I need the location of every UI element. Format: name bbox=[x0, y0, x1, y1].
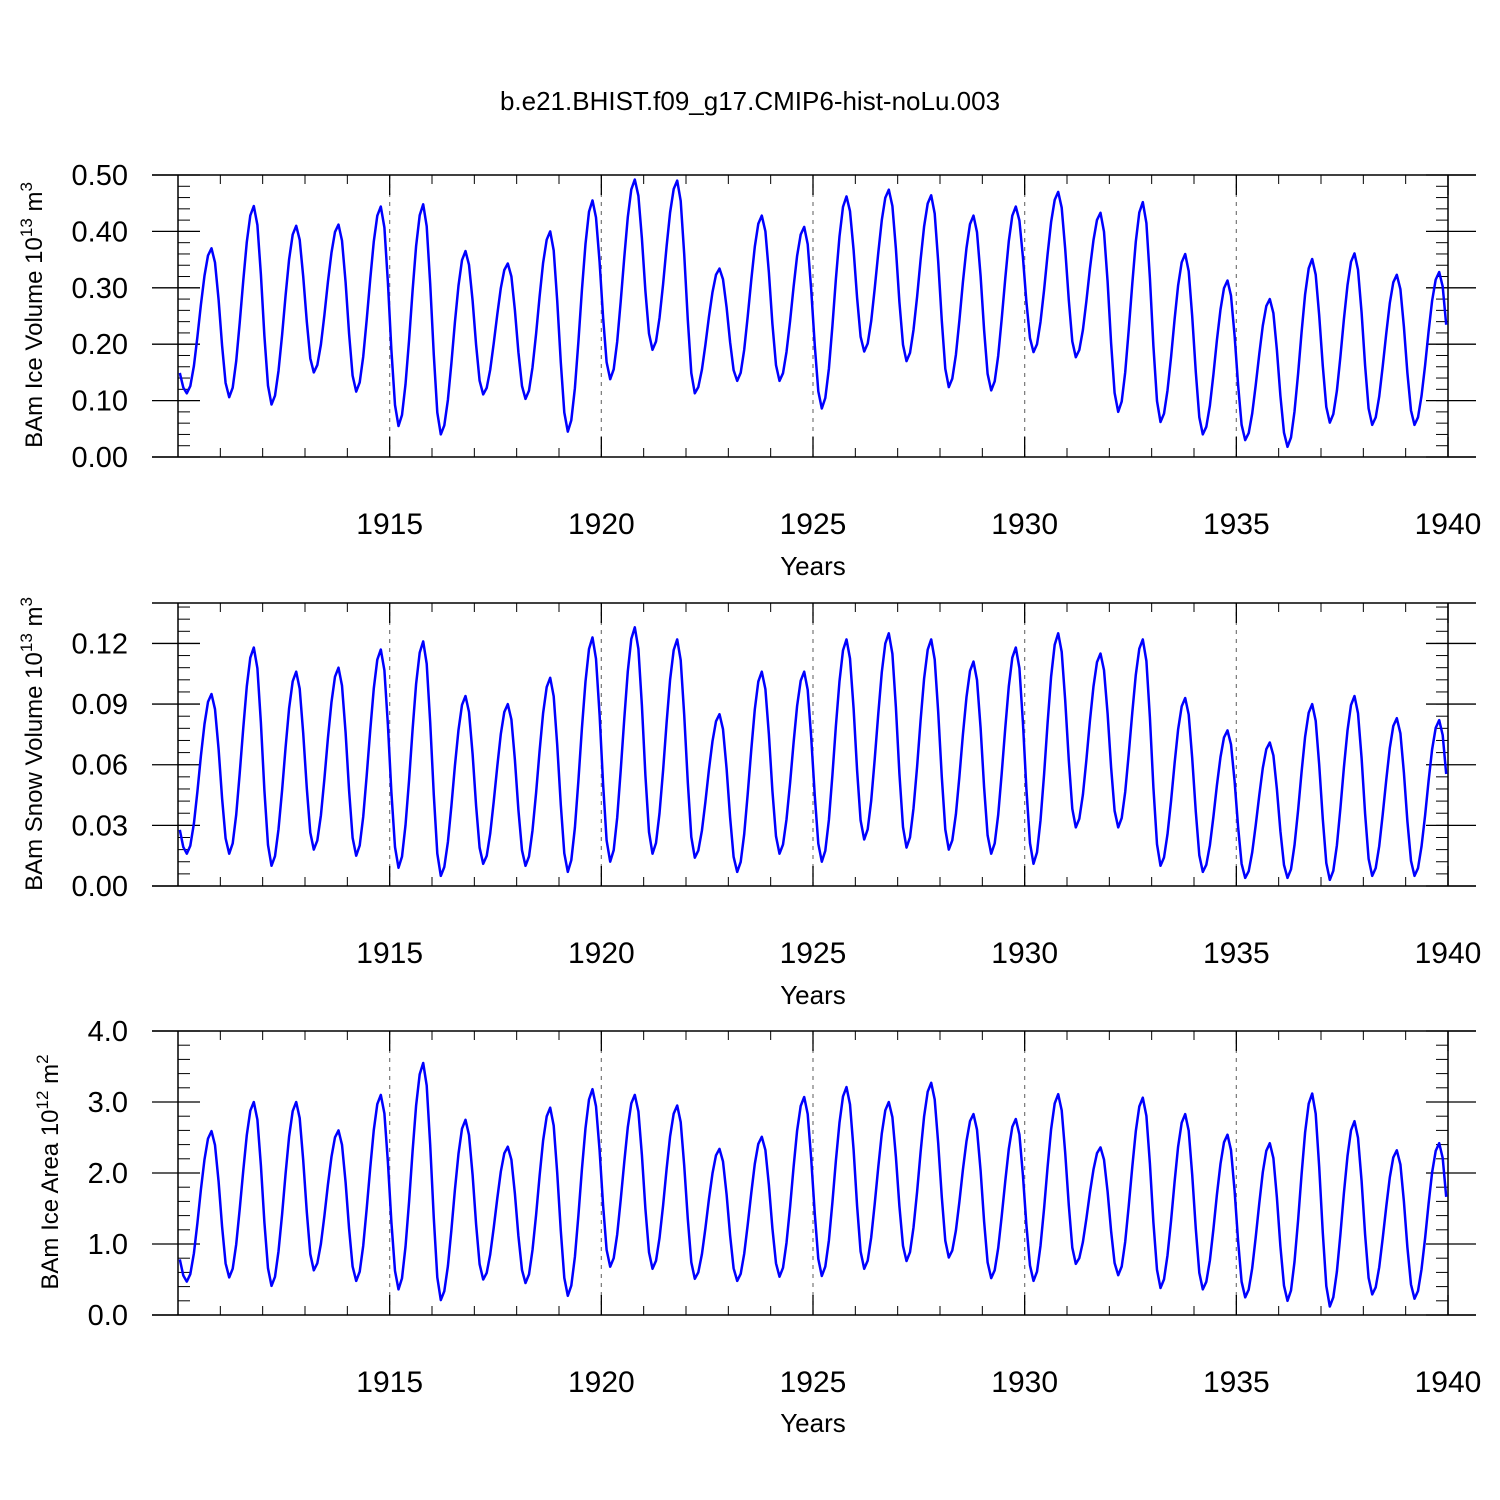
series-line bbox=[178, 178, 1448, 449]
y-label-text: BAm Ice Volume 10 bbox=[21, 237, 48, 448]
y-tick-label: 0.00 bbox=[72, 442, 128, 474]
y-tick-label: 4.0 bbox=[88, 1016, 128, 1048]
y-tick-label: 0.09 bbox=[72, 689, 128, 721]
y-tick-label: 3.0 bbox=[88, 1087, 128, 1119]
y-label-exponent: 12 bbox=[33, 1091, 52, 1110]
figure-title: b.e21.BHIST.f09_g17.CMIP6-hist-noLu.003 bbox=[500, 86, 1000, 116]
x-tick-label-1920: 1920 bbox=[568, 508, 635, 541]
y-label-unit-exponent: 2 bbox=[33, 1054, 52, 1063]
x-tick-label-1920: 1920 bbox=[568, 937, 635, 970]
series-line bbox=[178, 1061, 1448, 1308]
x-tick-label-1935: 1935 bbox=[1203, 508, 1270, 541]
x-tick-label-1915: 1915 bbox=[356, 1366, 423, 1399]
x-tick-label-1915: 1915 bbox=[356, 508, 423, 541]
y-label-unit: m bbox=[37, 1064, 64, 1091]
x-tick-label-1940: 1940 bbox=[1415, 937, 1482, 970]
x-tick-label-1925: 1925 bbox=[780, 937, 847, 970]
y-label-exponent: 13 bbox=[17, 218, 36, 237]
panel-snow-volume: BAm Snow Volume 1013 m3 Years 0.00 0.03 0.… bbox=[17, 597, 1481, 1010]
x-tick-label-1915: 1915 bbox=[356, 937, 423, 970]
y-label-unit-exponent: 3 bbox=[17, 182, 36, 191]
y-axis-label-ice-volume: BAm Ice Volume 1013 m3 bbox=[17, 182, 48, 448]
y-label-text: BAm Ice Area 10 bbox=[37, 1109, 64, 1289]
y-tick-label: 0.40 bbox=[72, 216, 128, 248]
x-axis-label-ice-area: Years bbox=[780, 1408, 846, 1438]
x-tick-label-1930: 1930 bbox=[991, 1366, 1058, 1399]
x-tick-label-1935: 1935 bbox=[1203, 1366, 1270, 1399]
y-tick-label: 0.03 bbox=[72, 810, 128, 842]
series-line bbox=[178, 626, 1448, 882]
y-tick-label: 0.30 bbox=[72, 273, 128, 305]
y-tick-label: 0.06 bbox=[72, 750, 128, 782]
y-tick-label: 0.50 bbox=[72, 160, 128, 192]
x-axis-label-ice-volume: Years bbox=[780, 551, 846, 581]
y-label-unit: m bbox=[21, 607, 48, 634]
x-tick-label-1930: 1930 bbox=[991, 508, 1058, 541]
y-tick-label: 1.0 bbox=[88, 1229, 128, 1261]
y-axis-label-snow-volume: BAm Snow Volume 1013 m3 bbox=[17, 597, 48, 891]
y-label-exponent: 13 bbox=[17, 633, 36, 652]
x-tick-label-1930: 1930 bbox=[991, 937, 1058, 970]
y-tick-label: 2.0 bbox=[88, 1158, 128, 1190]
x-tick-label-1935: 1935 bbox=[1203, 937, 1270, 970]
x-tick-label-1925: 1925 bbox=[780, 1366, 847, 1399]
x-tick-label-1925: 1925 bbox=[780, 508, 847, 541]
panel-ice-area: BAm Ice Area 1012 m2 Years 0.0 1.0 2.0 3.0 4… bbox=[33, 1016, 1481, 1438]
panel-ice-volume: BAm Ice Volume 1013 m3 Years 0.00 0.10 0.2… bbox=[17, 160, 1481, 581]
x-tick-label-1940: 1940 bbox=[1415, 1366, 1482, 1399]
x-tick-label-1920: 1920 bbox=[568, 1366, 635, 1399]
y-tick-label: 0.10 bbox=[72, 386, 128, 418]
y-tick-label: 0.0 bbox=[88, 1300, 128, 1332]
y-tick-label: 0.12 bbox=[72, 628, 128, 660]
y-axis-label-ice-area: BAm Ice Area 1012 m2 bbox=[33, 1054, 64, 1289]
y-label-unit: m bbox=[21, 192, 48, 219]
y-tick-label: 0.00 bbox=[72, 871, 128, 903]
y-label-unit-exponent: 3 bbox=[17, 597, 36, 606]
y-tick-label: 0.20 bbox=[72, 329, 128, 361]
x-axis-label-snow-volume: Years bbox=[780, 980, 846, 1010]
x-tick-label-1940: 1940 bbox=[1415, 508, 1482, 541]
y-label-text: BAm Snow Volume 10 bbox=[21, 652, 48, 891]
